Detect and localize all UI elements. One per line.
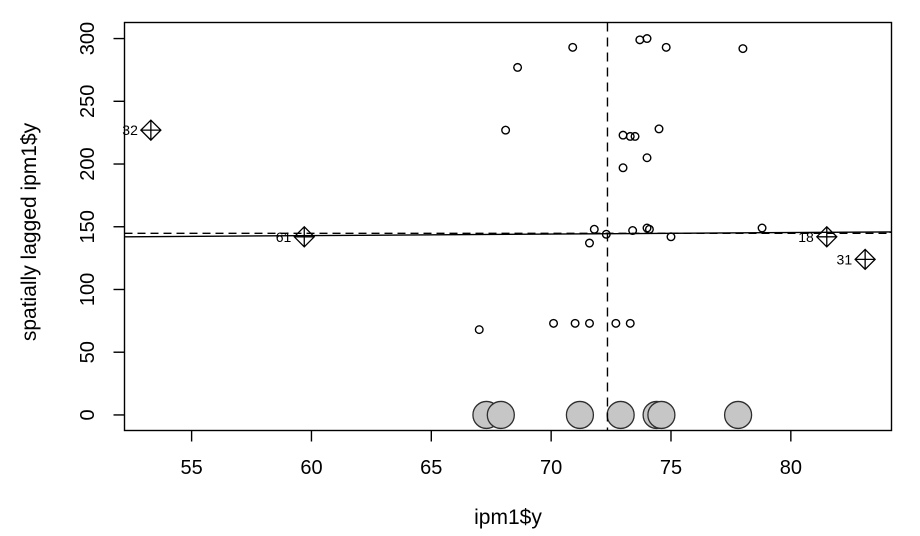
observation-point bbox=[474, 325, 484, 335]
observation-point bbox=[654, 124, 664, 134]
observation-point bbox=[589, 224, 599, 234]
observation-point bbox=[618, 130, 628, 140]
observation-point bbox=[635, 35, 645, 45]
observation-point bbox=[757, 223, 767, 233]
observation-point bbox=[549, 318, 559, 328]
influential-marker bbox=[815, 225, 838, 248]
plot-generated-layer: 55 60 65 70 75 80 0 50 100 150 200 250 300 32 61 18 31 bbox=[77, 21, 893, 479]
y-tick-label: 250 bbox=[77, 85, 99, 118]
y-tick-label: 50 bbox=[77, 341, 99, 363]
x-tick-label: 75 bbox=[660, 457, 682, 479]
x-axis-title: ipm1$y bbox=[474, 506, 542, 529]
observation-point bbox=[611, 318, 621, 328]
observation-point bbox=[568, 42, 578, 52]
y-axis-title: spatially lagged ipm1$y bbox=[18, 122, 41, 341]
influence-circle bbox=[486, 400, 515, 430]
observation-point bbox=[642, 153, 652, 163]
influential-marker-label: 18 bbox=[798, 229, 814, 245]
regression-line bbox=[124, 231, 892, 238]
y-tick-label: 300 bbox=[77, 22, 99, 55]
observation-point bbox=[628, 226, 638, 236]
x-tick-label: 65 bbox=[420, 457, 442, 479]
observation-point bbox=[661, 42, 671, 52]
x-tick-label: 70 bbox=[540, 457, 562, 479]
influential-marker bbox=[854, 248, 877, 271]
influence-circle bbox=[723, 400, 753, 430]
y-tick-label: 100 bbox=[77, 273, 99, 306]
influential-marker bbox=[293, 225, 316, 248]
y-tick-label: 0 bbox=[77, 409, 99, 420]
observation-point bbox=[570, 318, 580, 328]
influential-marker bbox=[139, 119, 162, 142]
x-tick-label: 80 bbox=[780, 457, 802, 479]
x-tick-label: 60 bbox=[300, 457, 322, 479]
influential-marker-label: 31 bbox=[837, 251, 853, 267]
y-tick-label: 200 bbox=[77, 147, 99, 180]
influence-circle bbox=[647, 400, 676, 430]
observation-point bbox=[501, 125, 511, 135]
observation-point bbox=[618, 163, 628, 173]
observation-point bbox=[644, 224, 654, 234]
influential-marker-label: 61 bbox=[276, 229, 292, 245]
observation-point bbox=[584, 238, 594, 248]
observation-point bbox=[625, 131, 635, 141]
observation-point bbox=[738, 44, 748, 54]
observation-point bbox=[630, 131, 640, 141]
observation-point bbox=[642, 34, 652, 44]
plot-border bbox=[123, 21, 893, 432]
observation-point bbox=[513, 62, 523, 72]
influence-circle bbox=[606, 400, 635, 430]
y-tick-label: 150 bbox=[77, 210, 99, 243]
influential-marker-label: 32 bbox=[122, 122, 138, 138]
observation-point bbox=[584, 318, 594, 328]
x-tick-label: 55 bbox=[180, 457, 202, 479]
observation-point bbox=[625, 318, 635, 328]
influence-circle bbox=[565, 400, 595, 430]
observation-point bbox=[666, 232, 676, 242]
observation-point bbox=[601, 229, 611, 239]
